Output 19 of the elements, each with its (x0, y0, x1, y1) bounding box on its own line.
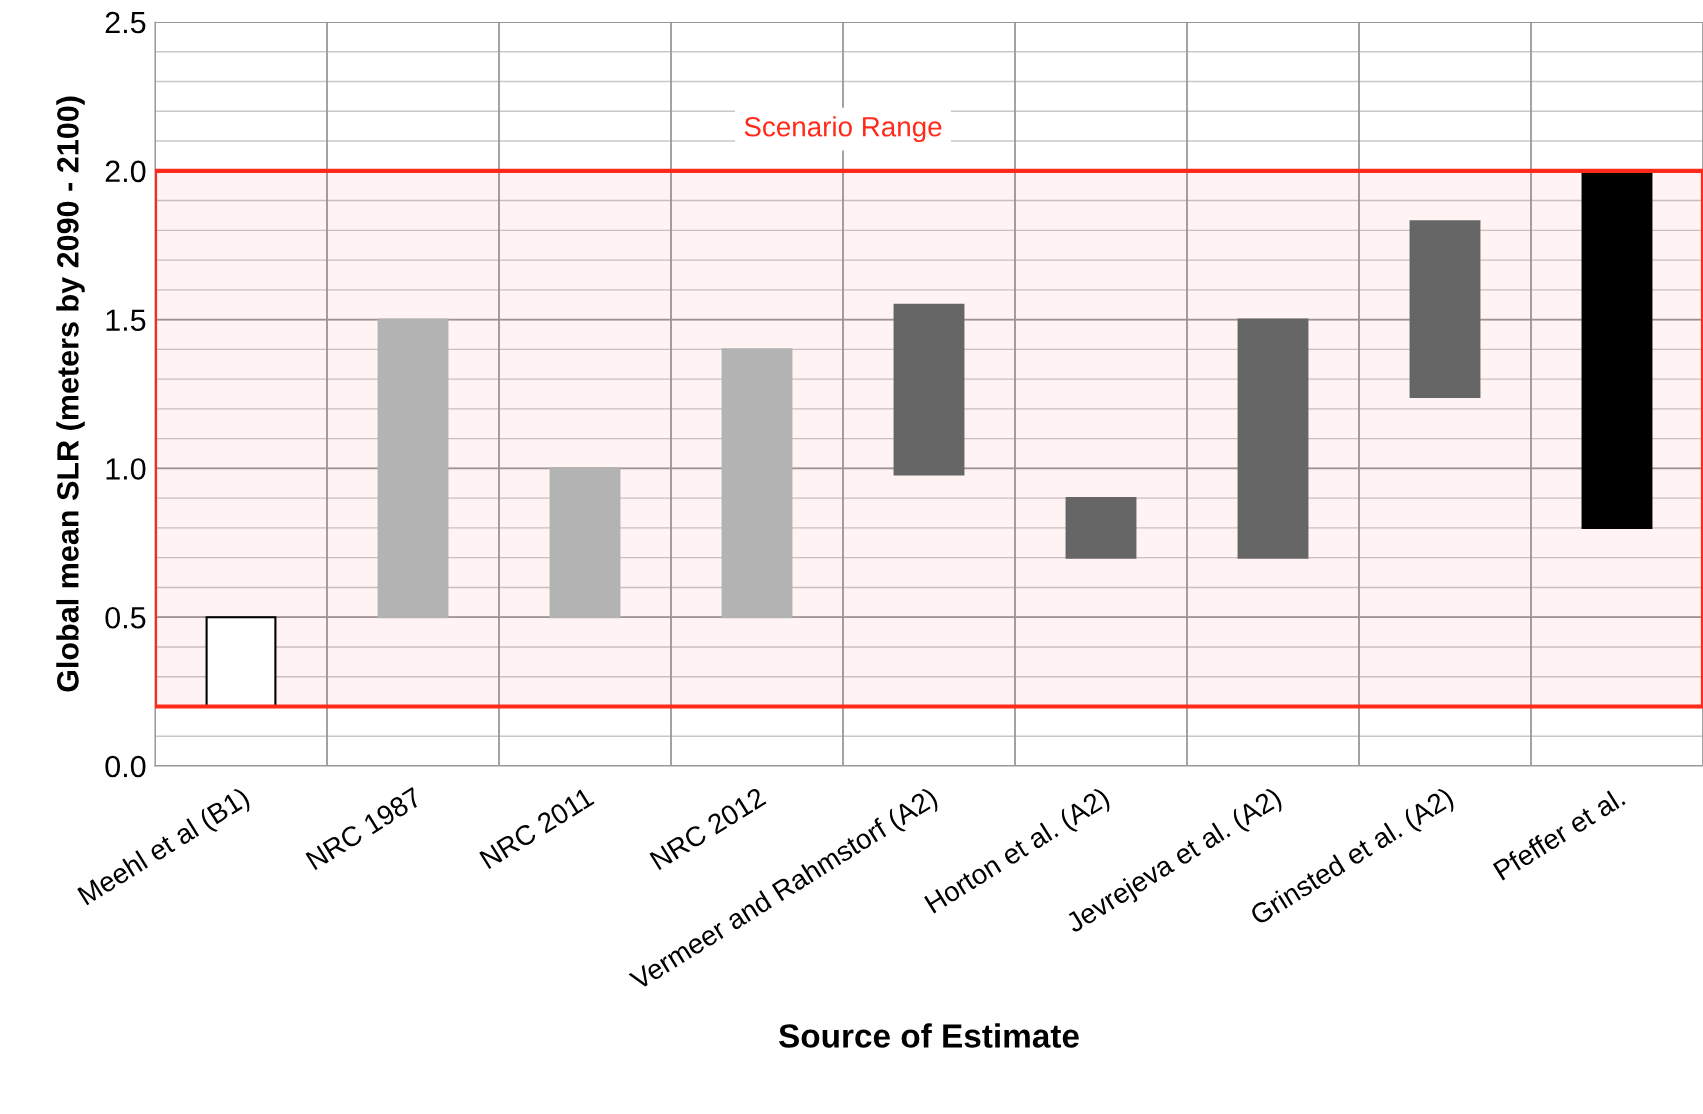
x-tick-label: NRC 2011 (479, 786, 595, 870)
bar (721, 348, 793, 619)
bar (1237, 318, 1309, 559)
band-label: Scenario Range (744, 116, 942, 143)
y-tick-label: 1.5 (106, 309, 146, 331)
x-tick-label: NRC 2012 (649, 786, 767, 871)
bar (1065, 497, 1137, 559)
x-tick-label: NRC 1987 (305, 786, 423, 871)
y-tick-label: 2.0 (105, 160, 146, 183)
bar (1409, 220, 1481, 399)
x-axis-title: Source of Estimate (779, 1023, 1079, 1048)
y-tick-label: 0.5 (105, 606, 146, 629)
y-axis-title: Global mean SLR (meters by 2090 - 2100) (56, 96, 85, 692)
bar (549, 467, 621, 619)
y-tick-label: 1.0 (106, 458, 146, 480)
y-tick-label: 2.5 (105, 11, 146, 34)
y-tick-label: 0.0 (105, 755, 146, 778)
bar (893, 303, 965, 476)
bar (377, 318, 449, 619)
